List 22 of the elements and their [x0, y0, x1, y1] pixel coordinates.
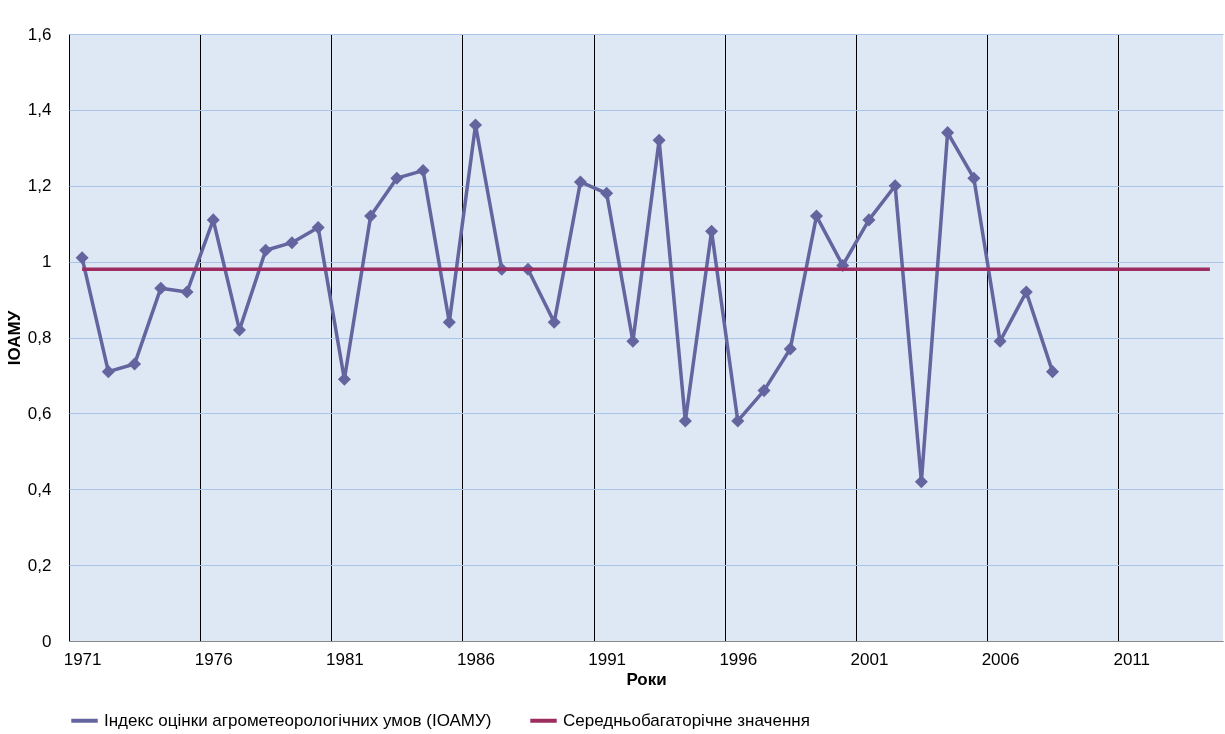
x-axis-title: Роки — [626, 669, 667, 689]
x-tick-label: 2011 — [1113, 649, 1150, 669]
y-tick-label: 0,6 — [27, 403, 52, 423]
legend-label: Індекс оцінки агрометеорологічних умов (ІОАМУ) — [104, 710, 492, 730]
y-tick-label: 1,2 — [27, 176, 52, 196]
y-axis-title: ІОАМУ — [4, 310, 24, 366]
y-tick-label: 1 — [42, 252, 52, 272]
y-tick-label: 0 — [42, 631, 52, 651]
x-tick-label: 1996 — [719, 649, 758, 669]
y-tick-label: 0,8 — [27, 328, 52, 347]
y-tick-label: 1,6 — [27, 24, 52, 44]
x-tick-label: 1971 — [63, 649, 102, 669]
x-tick-label: 1981 — [325, 649, 364, 669]
y-tick-label: 1,4 — [27, 100, 52, 120]
x-tick-label: 1986 — [457, 649, 495, 669]
y-tick-label: 0,2 — [27, 555, 52, 575]
x-tick-label: 1976 — [194, 649, 233, 669]
legend-label: Середньобагаторічне значення — [563, 710, 810, 730]
x-tick-label: 2001 — [850, 649, 889, 669]
x-tick-label: 2006 — [981, 649, 1020, 669]
x-tick-label: 1991 — [588, 649, 627, 669]
y-tick-label: 0,4 — [27, 479, 52, 499]
